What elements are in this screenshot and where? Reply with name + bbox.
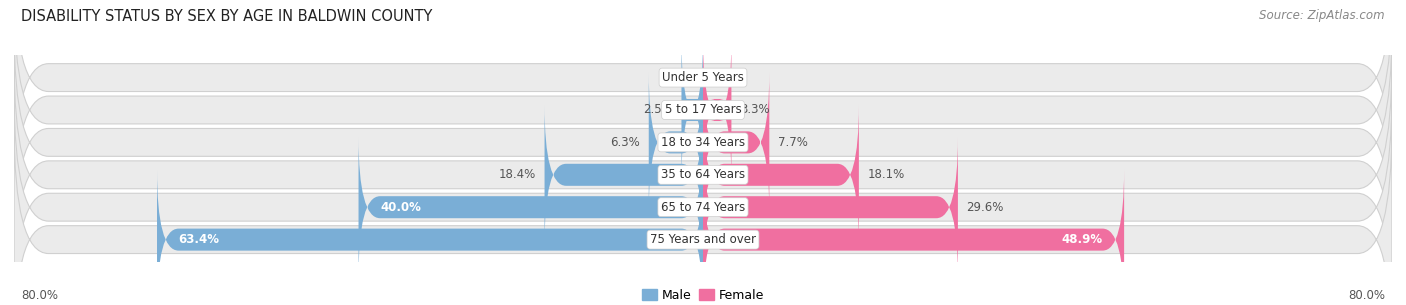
Text: 35 to 64 Years: 35 to 64 Years xyxy=(661,168,745,181)
FancyBboxPatch shape xyxy=(14,0,1392,193)
Text: 75 Years and over: 75 Years and over xyxy=(650,233,756,246)
Text: DISABILITY STATUS BY SEX BY AGE IN BALDWIN COUNTY: DISABILITY STATUS BY SEX BY AGE IN BALDW… xyxy=(21,9,433,24)
FancyBboxPatch shape xyxy=(14,0,1392,226)
FancyBboxPatch shape xyxy=(682,40,703,180)
FancyBboxPatch shape xyxy=(359,137,703,277)
FancyBboxPatch shape xyxy=(703,137,957,277)
FancyBboxPatch shape xyxy=(648,72,703,212)
Text: 18.4%: 18.4% xyxy=(499,168,536,181)
Text: Under 5 Years: Under 5 Years xyxy=(662,71,744,84)
FancyBboxPatch shape xyxy=(703,105,859,245)
Text: 18.1%: 18.1% xyxy=(868,168,904,181)
FancyBboxPatch shape xyxy=(703,170,1125,305)
Text: 0.0%: 0.0% xyxy=(711,71,741,84)
Text: 63.4%: 63.4% xyxy=(179,233,219,246)
FancyBboxPatch shape xyxy=(544,105,703,245)
Text: 65 to 74 Years: 65 to 74 Years xyxy=(661,201,745,214)
Text: 6.3%: 6.3% xyxy=(610,136,640,149)
Text: 7.7%: 7.7% xyxy=(778,136,808,149)
Text: 80.0%: 80.0% xyxy=(1348,289,1385,302)
FancyBboxPatch shape xyxy=(14,59,1392,290)
Text: 48.9%: 48.9% xyxy=(1062,233,1102,246)
Text: 80.0%: 80.0% xyxy=(21,289,58,302)
Text: Source: ZipAtlas.com: Source: ZipAtlas.com xyxy=(1260,9,1385,22)
FancyBboxPatch shape xyxy=(14,124,1392,305)
Text: 40.0%: 40.0% xyxy=(380,201,420,214)
Text: 18 to 34 Years: 18 to 34 Years xyxy=(661,136,745,149)
FancyBboxPatch shape xyxy=(703,72,769,212)
FancyBboxPatch shape xyxy=(157,170,703,305)
Legend: Male, Female: Male, Female xyxy=(641,289,765,302)
FancyBboxPatch shape xyxy=(703,40,731,180)
FancyBboxPatch shape xyxy=(14,92,1392,305)
Text: 0.0%: 0.0% xyxy=(665,71,695,84)
FancyBboxPatch shape xyxy=(14,27,1392,258)
Text: 2.5%: 2.5% xyxy=(643,103,673,117)
Text: 29.6%: 29.6% xyxy=(966,201,1004,214)
Text: 3.3%: 3.3% xyxy=(740,103,769,117)
Text: 5 to 17 Years: 5 to 17 Years xyxy=(665,103,741,117)
